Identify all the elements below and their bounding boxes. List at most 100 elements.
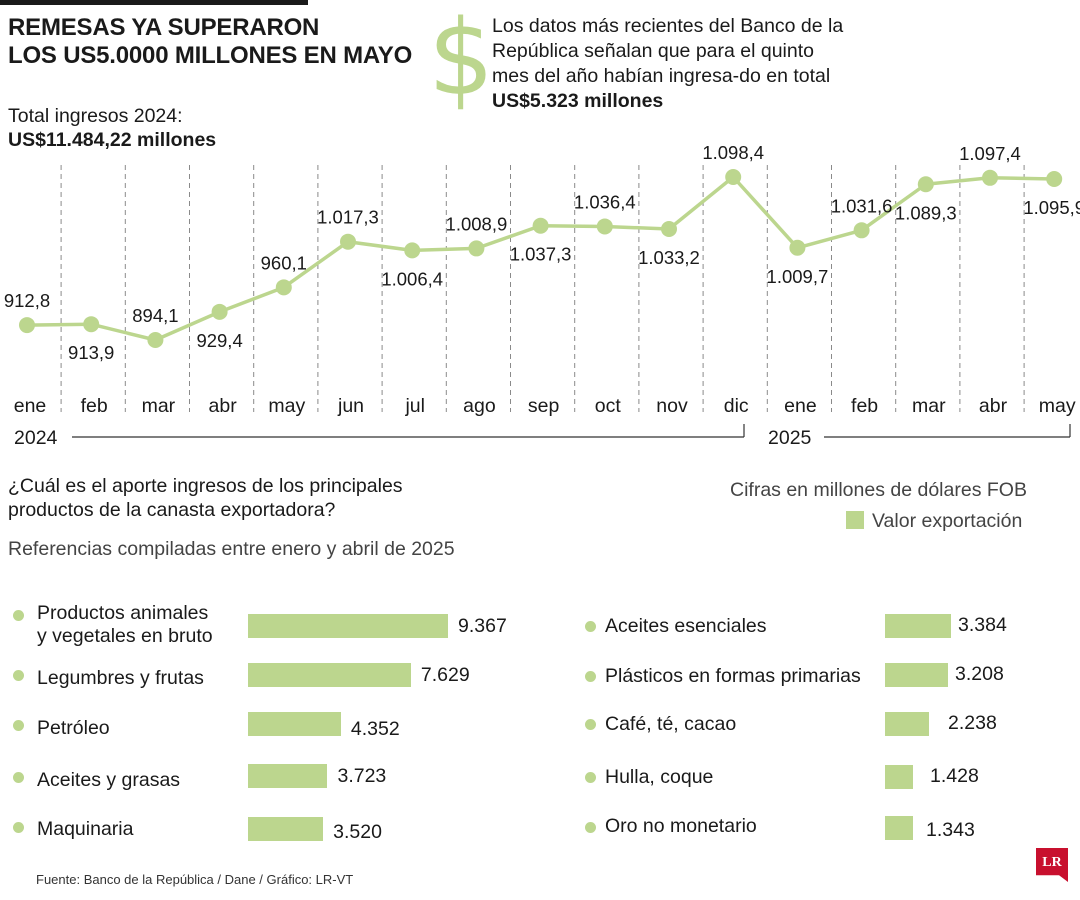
product-bar — [248, 712, 341, 736]
month-label: abr — [209, 395, 238, 417]
bullet-dot — [585, 671, 596, 682]
data-point — [661, 221, 677, 238]
month-label: mar — [142, 395, 176, 417]
legend-swatch — [846, 511, 864, 529]
product-bar — [248, 764, 328, 788]
data-label: 894,1 — [132, 305, 178, 326]
data-label: 1.017,3 — [317, 207, 379, 228]
data-label: 912,8 — [4, 290, 50, 311]
month-label: ene — [784, 395, 817, 417]
product-label-line1: Productos animales — [37, 602, 209, 624]
product-label: Petróleo — [37, 717, 110, 739]
product-value: 9.367 — [458, 615, 507, 637]
year-label: 2024 — [14, 427, 58, 449]
product-value: 7.629 — [420, 664, 470, 686]
title-line-2: LOS US5.0000 MILLONES EN MAYO — [8, 42, 413, 69]
data-label: 1.097,4 — [959, 143, 1021, 164]
data-point — [83, 316, 100, 333]
month-label: ene — [14, 395, 47, 417]
data-label: 960,1 — [261, 252, 307, 273]
bullet-dot — [13, 822, 24, 833]
section-subtitle: Referencias compiladas entre enero y abr… — [8, 538, 455, 560]
legend: Valor exportación — [846, 509, 1022, 533]
month-label: ago — [463, 395, 496, 417]
title-line-1: REMESAS YA SUPERARON — [8, 14, 320, 41]
product-bar — [248, 614, 448, 638]
product-value: 3.384 — [958, 614, 1007, 636]
product-bar — [885, 816, 913, 840]
month-label: dic — [724, 395, 749, 417]
bullet-dot — [585, 719, 596, 730]
month-label: may — [1039, 395, 1076, 417]
month-label: sep — [528, 395, 560, 417]
product-bar — [885, 712, 929, 736]
month-label: feb — [851, 395, 878, 417]
product-label: Plásticos en formas primarias — [605, 665, 861, 687]
product-label: Oro no monetario — [605, 815, 757, 837]
unit-note: Cifras en millones de dólares FOB — [730, 479, 1027, 501]
data-point — [275, 279, 292, 296]
label-layer: 912,8 913,9 894,1 929,4 960,1 1.017,3 1.006,4 1… — [4, 142, 1080, 363]
remittances-line-chart: 912,8 913,9 894,1 929,4 960,1 1.017,3 1.006,4 1… — [4, 142, 1080, 449]
product-value: 1.428 — [930, 765, 979, 787]
product-bar — [248, 663, 411, 687]
product-label: Legumbres y frutas — [37, 667, 204, 689]
product-value: 4.352 — [350, 718, 400, 740]
data-label: 1.006,4 — [381, 268, 443, 289]
month-label: jul — [404, 395, 425, 417]
month-label: jun — [337, 395, 364, 417]
product-bar — [885, 765, 913, 789]
product-value: 3.208 — [955, 663, 1004, 685]
data-label: 913,9 — [68, 342, 114, 363]
bullet-dot — [585, 621, 596, 632]
bullet-dot — [13, 670, 24, 681]
data-point — [789, 239, 806, 256]
data-point — [532, 217, 549, 234]
product-bar — [885, 663, 948, 687]
year-label: 2025 — [768, 427, 812, 449]
product-label: Aceites y grasas — [37, 769, 181, 791]
data-label: 1.098,4 — [702, 142, 764, 163]
intro-highlight: US$5.323 millones — [492, 90, 664, 112]
data-label: 929,4 — [196, 330, 242, 351]
month-label: mar — [912, 395, 946, 417]
product-label: Maquinaria — [37, 818, 134, 840]
axis-layer: ene feb mar abr may jun jul ago sep oct nov dic ene f… — [14, 395, 1076, 449]
data-point — [596, 218, 613, 235]
product-label: Café, té, cacao — [605, 713, 737, 735]
section-question: ¿Cuál es el aporte ingresos de los princ… — [8, 475, 403, 521]
data-label: 1.036,4 — [574, 191, 636, 212]
product-bar — [885, 614, 951, 638]
lr-logo: LR — [1036, 848, 1068, 882]
data-point — [340, 233, 356, 250]
bullet-dot — [13, 772, 24, 783]
data-label: 1.037,3 — [510, 244, 572, 265]
product-value: 3.723 — [337, 765, 387, 787]
bullet-dot — [13, 720, 24, 731]
data-point — [853, 222, 870, 239]
data-point — [917, 176, 934, 193]
intro-body: Los datos más recientes del Banco de la … — [492, 15, 844, 87]
product-label: Productos animales y vegetales en bruto — [37, 602, 213, 648]
product-value: 1.343 — [926, 819, 975, 841]
data-point — [211, 303, 228, 320]
month-label: may — [268, 395, 305, 417]
source-note: Fuente: Banco de la República / Dane / G… — [36, 872, 354, 887]
data-point — [147, 332, 164, 348]
total-value: US$11.484,22 millones — [8, 129, 217, 151]
data-point — [1046, 170, 1063, 187]
bullet-dot — [13, 610, 24, 621]
product-label: Aceites esenciales — [605, 615, 767, 637]
product-bar — [248, 817, 324, 841]
bullet-dot — [585, 772, 596, 783]
data-label: 1.095,9 — [1023, 197, 1080, 218]
infographic-title: REMESAS YA SUPERARON LOS US5.0000 MILLON… — [8, 14, 412, 70]
month-label: abr — [979, 395, 1008, 417]
data-point — [404, 242, 421, 259]
data-point — [982, 169, 998, 186]
product-label-line2: y vegetales en bruto — [37, 625, 213, 647]
data-label: 1.031,6 — [831, 195, 893, 216]
data-label: 1.033,2 — [638, 247, 700, 268]
product-value: 2.238 — [948, 712, 997, 734]
product-value: 3.520 — [333, 821, 382, 843]
